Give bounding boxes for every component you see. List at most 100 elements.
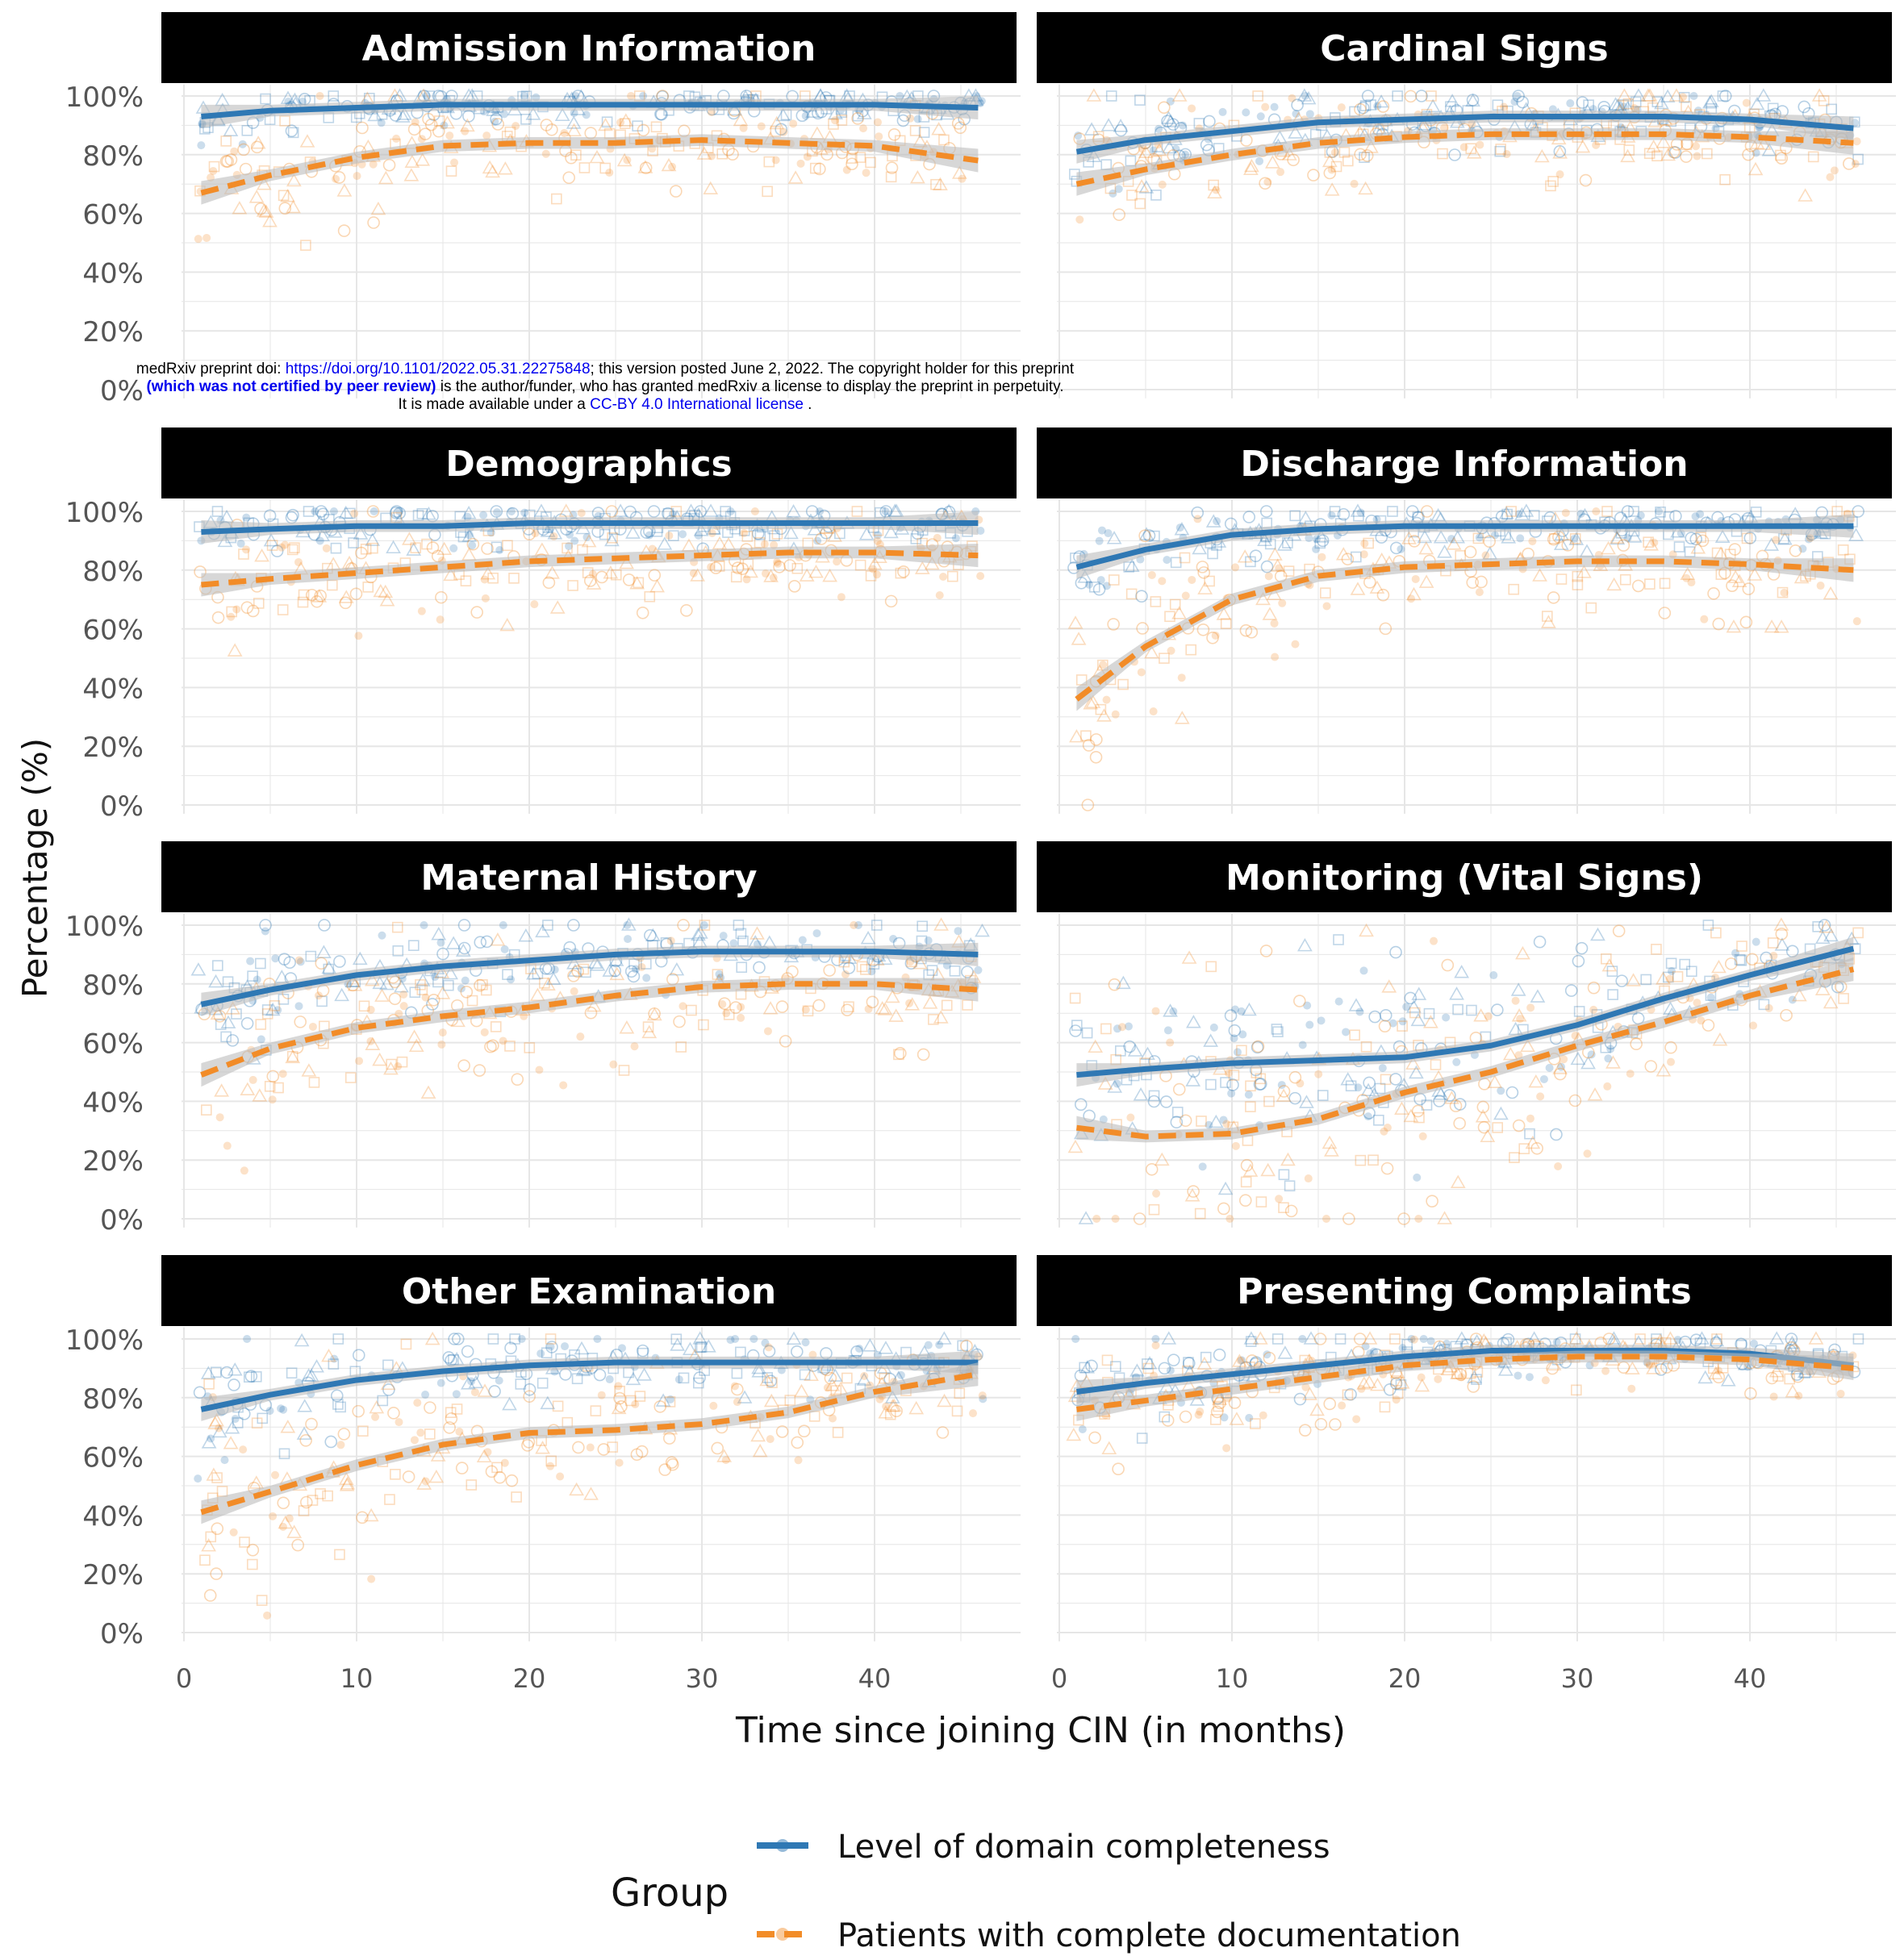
data-point xyxy=(1673,541,1685,553)
confidence-band xyxy=(201,1350,979,1421)
data-point xyxy=(1411,986,1427,1000)
data-point xyxy=(1301,1383,1310,1391)
data-point xyxy=(1252,90,1263,102)
data-point xyxy=(410,1436,419,1445)
data-point xyxy=(1361,1342,1370,1351)
data-point xyxy=(786,1331,802,1345)
data-point xyxy=(417,607,426,615)
data-point xyxy=(562,171,575,185)
data-point xyxy=(1092,1215,1101,1223)
data-point xyxy=(1177,674,1186,682)
data-point xyxy=(480,575,489,584)
data-point xyxy=(563,940,576,954)
data-point xyxy=(1224,1069,1233,1078)
data-point xyxy=(1109,189,1117,198)
data-point xyxy=(670,185,683,198)
data-point xyxy=(308,1022,317,1031)
data-point xyxy=(223,1436,239,1449)
data-point xyxy=(1075,576,1088,590)
data-point xyxy=(1606,1331,1622,1345)
data-point xyxy=(1767,937,1779,949)
data-point xyxy=(799,1369,811,1381)
data-point xyxy=(601,116,613,128)
data-point xyxy=(933,1010,949,1024)
data-point xyxy=(1133,1212,1146,1225)
data-point xyxy=(1475,533,1484,542)
data-point xyxy=(390,505,403,518)
license-link[interactable]: CC-BY 4.0 International license xyxy=(590,396,804,413)
data-point xyxy=(1697,1016,1706,1025)
data-point xyxy=(625,525,641,539)
data-point xyxy=(1545,180,1556,192)
data-point xyxy=(1612,924,1626,938)
data-point xyxy=(962,999,973,1011)
data-point xyxy=(716,1449,733,1462)
data-point xyxy=(377,1395,389,1407)
data-point xyxy=(1142,1358,1153,1370)
data-point xyxy=(1689,92,1698,100)
data-point xyxy=(1605,1055,1621,1069)
data-point xyxy=(1511,996,1520,1005)
data-point xyxy=(1473,1008,1489,1022)
data-point xyxy=(362,582,374,593)
data-point xyxy=(284,97,293,106)
data-point xyxy=(933,533,942,542)
watermark-prefix: medRxiv preprint doi: xyxy=(136,361,286,377)
data-point xyxy=(263,532,279,547)
data-point xyxy=(1389,541,1403,555)
data-point xyxy=(906,114,915,123)
data-point xyxy=(1511,1008,1527,1022)
data-point xyxy=(1411,1104,1425,1118)
data-point xyxy=(858,527,875,540)
data-point xyxy=(243,1371,255,1383)
data-point xyxy=(1255,591,1271,606)
data-point xyxy=(1115,975,1131,990)
data-point xyxy=(1228,1396,1242,1409)
data-point xyxy=(1712,1370,1726,1384)
data-point xyxy=(627,970,641,983)
data-point xyxy=(367,542,378,554)
data-point xyxy=(760,540,769,548)
data-point xyxy=(250,140,264,154)
data-point xyxy=(789,119,798,128)
data-point xyxy=(854,152,866,163)
data-point xyxy=(936,1331,952,1345)
data-point xyxy=(1350,503,1366,517)
data-point xyxy=(487,572,499,584)
data-point xyxy=(1409,1007,1421,1019)
data-point xyxy=(1401,1338,1413,1350)
data-point xyxy=(232,1417,244,1428)
data-point xyxy=(698,1019,709,1031)
data-point xyxy=(888,1008,904,1022)
data-point xyxy=(285,1514,294,1523)
data-point xyxy=(399,990,408,999)
data-point xyxy=(597,1443,611,1456)
data-point xyxy=(1508,583,1520,595)
data-point xyxy=(367,216,380,229)
data-point xyxy=(322,544,331,553)
data-point xyxy=(200,1366,216,1379)
data-point xyxy=(896,92,904,100)
data-point xyxy=(913,115,922,123)
data-point xyxy=(1299,1095,1314,1108)
data-point xyxy=(1389,945,1402,959)
data-point xyxy=(808,1411,820,1422)
data-point xyxy=(1261,102,1270,111)
panel-strip xyxy=(1037,427,1892,498)
data-point xyxy=(1411,574,1420,583)
y-tick-label: 80% xyxy=(82,970,144,1002)
data-point xyxy=(1747,161,1764,176)
data-point xyxy=(884,1390,900,1403)
data-point xyxy=(1277,1345,1293,1359)
data-point xyxy=(1264,538,1276,550)
doi-link[interactable]: https://doi.org/10.1101/2022.05.31.22275… xyxy=(285,361,591,377)
data-point xyxy=(491,1462,503,1474)
data-point xyxy=(461,1376,476,1390)
data-point xyxy=(763,156,775,168)
data-point xyxy=(1148,1203,1160,1216)
data-point xyxy=(1305,534,1313,543)
y-tick-label: 60% xyxy=(82,199,144,231)
data-point xyxy=(875,132,883,141)
data-point xyxy=(424,1428,436,1440)
data-point xyxy=(1379,622,1393,636)
